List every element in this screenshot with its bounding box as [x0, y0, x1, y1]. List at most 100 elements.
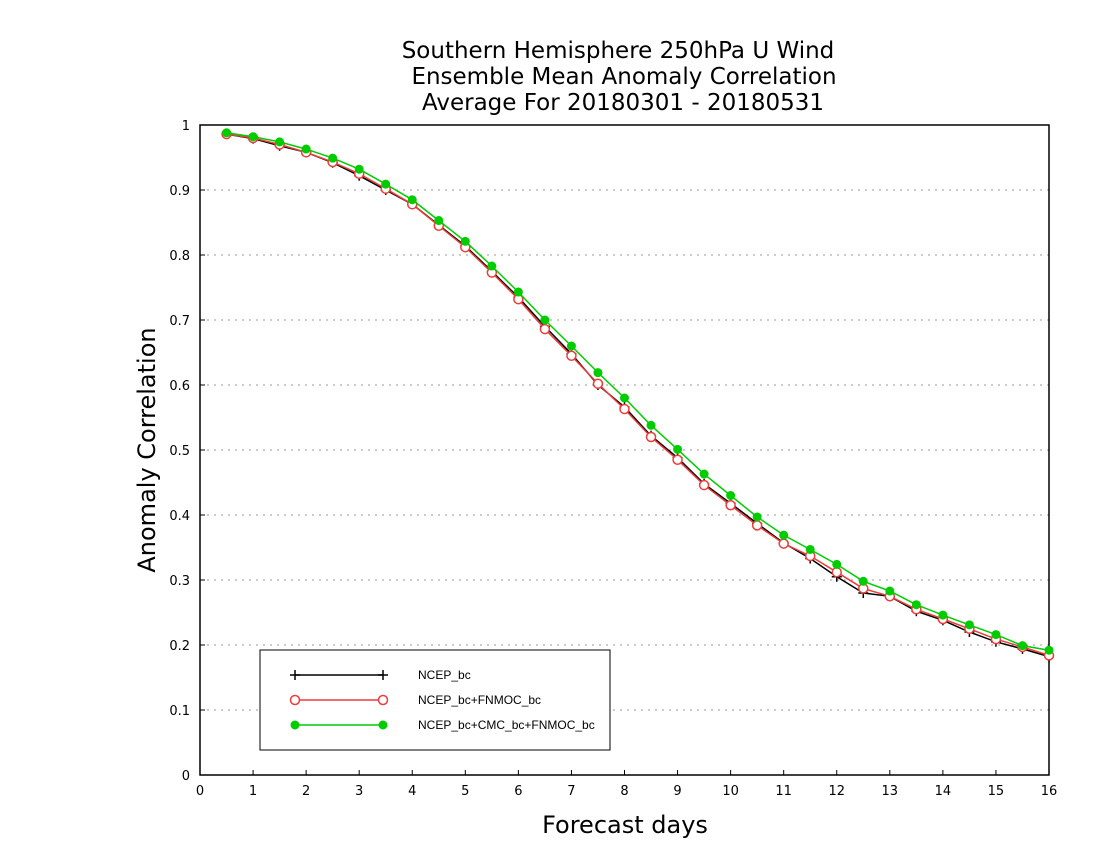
series-line [226, 132, 1050, 651]
data-point [540, 315, 550, 325]
series-group [221, 128, 1055, 662]
data-point [513, 287, 523, 297]
data-point [698, 479, 710, 491]
x-tick-label: 6 [514, 784, 522, 799]
grid [200, 189, 1049, 711]
legend: NCEP_bc NCEP_bc+FNMOC_bc NCEP_bc+CMC_bc+FN… [259, 649, 611, 751]
data-point [566, 350, 577, 361]
legend-marker [289, 694, 301, 706]
legend-marker [377, 694, 389, 706]
x-tick-label: 15 [988, 784, 1005, 799]
data-point [354, 164, 364, 174]
legend-marker [378, 720, 388, 730]
y-tick-label: 0.3 [169, 574, 190, 589]
data-point [752, 512, 762, 522]
x-tick-label: 11 [775, 784, 792, 799]
data-point [275, 137, 285, 147]
y-tick-label: 0.4 [169, 509, 190, 524]
series-line [226, 133, 1050, 658]
data-point [831, 566, 842, 578]
data-point [725, 500, 736, 511]
y-tick-label: 0.8 [169, 249, 190, 264]
data-point [699, 469, 709, 479]
legend-item: NCEP_bc+CMC_bc+FNMOC_bc [290, 718, 595, 732]
x-tick-label: 2 [302, 784, 310, 799]
legend-item: NCEP_bc+FNMOC_bc [289, 693, 541, 707]
x-tick-label: 10 [722, 784, 739, 799]
data-point [460, 236, 470, 246]
data-point [805, 544, 815, 554]
y-axis-title: Anomaly Correlation [133, 327, 161, 572]
data-point [620, 393, 629, 403]
data-point [407, 195, 417, 205]
data-point [778, 538, 789, 549]
data-point [726, 491, 736, 500]
data-point [672, 454, 683, 465]
x-tick-label: 8 [620, 784, 628, 799]
data-point [592, 378, 604, 389]
y-tick-label: 1 [182, 119, 190, 134]
legend-marker [290, 670, 300, 680]
y-tick-label: 0.9 [169, 184, 190, 199]
data-point [1044, 645, 1054, 655]
data-point [381, 179, 391, 189]
data-point [1017, 641, 1027, 651]
y-tick-label: 0 [182, 769, 190, 784]
y-tick-label: 0.2 [169, 639, 190, 654]
data-point [751, 520, 763, 531]
title-line-3: Average For 20180301 - 20180531 [422, 90, 824, 116]
x-axis: 0 1 2 3 4 5 6 7 8 9 10 11 12 13 14 15 16 [196, 770, 1057, 799]
x-tick-label: 16 [1041, 784, 1058, 799]
data-point [487, 261, 497, 271]
y-tick-label: 0.5 [169, 444, 190, 459]
data-point [619, 403, 630, 415]
data-point [645, 431, 657, 443]
legend-marker [290, 720, 300, 730]
data-point [301, 144, 311, 154]
data-point [434, 216, 444, 226]
series-line [226, 133, 1050, 657]
data-point [858, 576, 868, 586]
data-point [222, 128, 232, 138]
data-point [885, 586, 895, 596]
x-tick-label: 0 [196, 784, 204, 799]
legend-label: NCEP_bc+CMC_bc+FNMOC_bc [418, 718, 595, 732]
legend-marker [378, 670, 388, 680]
legend-label: NCEP_bc [418, 668, 471, 682]
y-axis: 0 0.1 0.2 0.3 0.4 0.5 0.6 0.7 0.8 0.9 1 [169, 119, 205, 784]
data-point [539, 323, 551, 335]
x-tick-label: 7 [567, 784, 575, 799]
data-point [673, 444, 683, 454]
y-tick-label: 0.6 [169, 379, 190, 394]
x-tick-label: 9 [673, 784, 681, 799]
data-point [566, 341, 576, 351]
x-tick-label: 13 [882, 784, 899, 799]
chart-title: Southern Hemisphere 250hPa U Wind Ensemb… [402, 38, 837, 116]
x-tick-label: 5 [461, 784, 469, 799]
x-tick-label: 14 [935, 784, 952, 799]
legend-label: NCEP_bc+FNMOC_bc [418, 693, 541, 707]
data-point [964, 620, 974, 630]
series-NCEP_bc+CMC_bc+FNMOC_bc [222, 128, 1054, 655]
title-line-2: Ensemble Mean Anomaly Correlation [411, 64, 836, 90]
x-tick-label: 3 [355, 784, 363, 799]
data-point [832, 559, 842, 569]
data-point [911, 600, 921, 610]
x-tick-label: 4 [408, 784, 416, 799]
data-point [779, 530, 789, 540]
legend-item: NCEP_bc [290, 668, 471, 682]
series-NCEP_bc [221, 129, 1054, 662]
x-tick-label: 1 [249, 784, 257, 799]
data-point [248, 132, 258, 142]
y-tick-label: 0.7 [169, 314, 190, 329]
title-line-1: Southern Hemisphere 250hPa U Wind [402, 38, 835, 64]
x-tick-label: 12 [828, 784, 845, 799]
x-axis-title: Forecast days [542, 811, 708, 839]
data-point [328, 153, 338, 163]
data-point [593, 368, 603, 378]
data-point [646, 420, 656, 430]
data-point [938, 610, 948, 620]
y-tick-label: 0.1 [169, 704, 190, 719]
data-point [991, 630, 1001, 640]
